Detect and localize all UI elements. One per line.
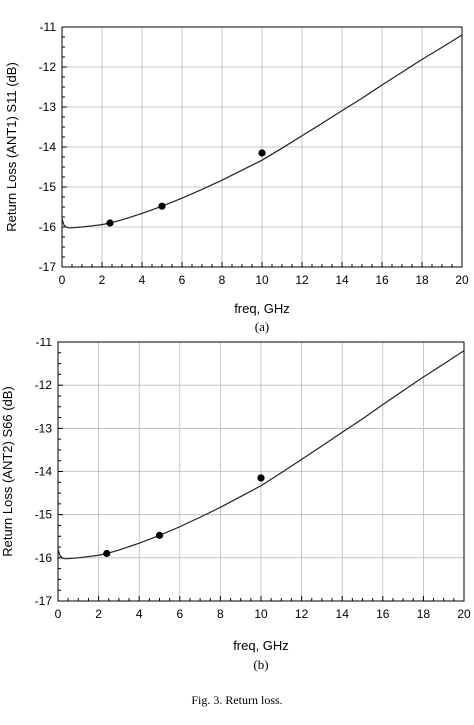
plot-b-y-tick-label: -12 <box>35 378 53 392</box>
figure-caption: Fig. 3. Return loss. <box>191 693 283 707</box>
plot-b-x-tick-label: 6 <box>176 607 183 621</box>
plot-b-marker-0 <box>103 549 111 558</box>
plot-b-x-tick-label: 4 <box>136 607 143 621</box>
plot-b-y-tick-label: -13 <box>35 421 53 435</box>
plot-a-sublabel: (a) <box>255 319 269 334</box>
plot-a-x-tick-label: 14 <box>335 273 349 287</box>
plot-a-x-tick-label: 8 <box>219 273 226 287</box>
plot-a-x-tick-label: 18 <box>415 273 429 287</box>
plot-b-marker-2 <box>257 474 265 482</box>
plot-a-x-tick-label: 4 <box>139 273 146 287</box>
plot-b-x-tick-label: 20 <box>457 607 471 621</box>
plot-a-y-tick-label: -12 <box>39 60 57 74</box>
plot-a-series-line-0 <box>61 34 463 229</box>
plot-b-series-line-0 <box>57 350 465 560</box>
plot-a-x-tick-label: 12 <box>295 273 309 287</box>
plot-a-x-tick-label: 16 <box>375 273 389 287</box>
plot-a-x-tick-label: 0 <box>59 273 66 287</box>
plot-a-y-tick-label: -13 <box>39 100 57 114</box>
plot-b-x-axis-title: freq, GHz <box>233 638 289 653</box>
plot-b-frame <box>57 341 465 602</box>
plot-a-y-tick-label: -17 <box>39 260 57 274</box>
plot-a-y-axis-title: Return Loss (ANT1) S11 (dB) <box>4 62 19 232</box>
plot-b-sublabel: (b) <box>253 657 268 672</box>
plot-b-return-loss-ant2: 0 2 4 6 8 10 12 14 16 18 20 -17 -16 -15 -14 -13 -12 -11 fr… <box>0 338 471 672</box>
plot-b-x-tick-label: 18 <box>417 607 431 621</box>
plot-b-marker-1 <box>155 531 164 539</box>
plot-a-y-tick-label: -11 <box>40 20 57 34</box>
plot-b-x-tick-label: 10 <box>254 607 268 621</box>
plot-b-x-tick-label: 12 <box>295 607 309 621</box>
plot-b-y-tick-label: -14 <box>35 465 53 479</box>
plot-a-marker-0 <box>106 219 114 227</box>
plot-a-y-tick-label: -15 <box>39 180 57 194</box>
plot-a-marker-1 <box>158 202 166 210</box>
plot-a-x-tick-label: 20 <box>455 273 469 287</box>
plot-b-x-tick-label: 0 <box>55 607 62 621</box>
plot-a-x-axis-title: freq, GHz <box>234 301 290 316</box>
plot-a-y-tick-label: -16 <box>39 220 57 234</box>
plot-b-y-tick-label: -17 <box>35 594 53 608</box>
plot-a-x-tick-label: 6 <box>179 273 186 287</box>
plot-b-y-axis-title: Return Loss (ANT2) S66 (dB) <box>0 386 15 557</box>
plot-a-frame <box>61 26 463 268</box>
plot-b-y-tick-label: -16 <box>35 551 53 565</box>
plot-b-x-tick-label: 14 <box>336 607 350 621</box>
plot-a-return-loss-ant1: 0 2 4 6 8 10 12 14 16 18 20 -17 -16 -15 -14 -13 -12 -11 fr… <box>4 20 469 334</box>
plot-b-x-tick-label: 16 <box>376 607 390 621</box>
plot-a-marker-2 <box>258 149 266 157</box>
plot-b-x-tick-label: 2 <box>95 607 102 621</box>
plot-b-y-tick-label: -15 <box>35 508 53 522</box>
plot-b-x-tick-label: 8 <box>217 607 224 621</box>
plot-a-y-tick-label: -14 <box>39 140 57 154</box>
plot-b-y-tick-label: -11 <box>36 338 53 349</box>
plot-a-x-tick-label: 2 <box>99 273 106 287</box>
plot-a-x-tick-label: 10 <box>255 273 269 287</box>
